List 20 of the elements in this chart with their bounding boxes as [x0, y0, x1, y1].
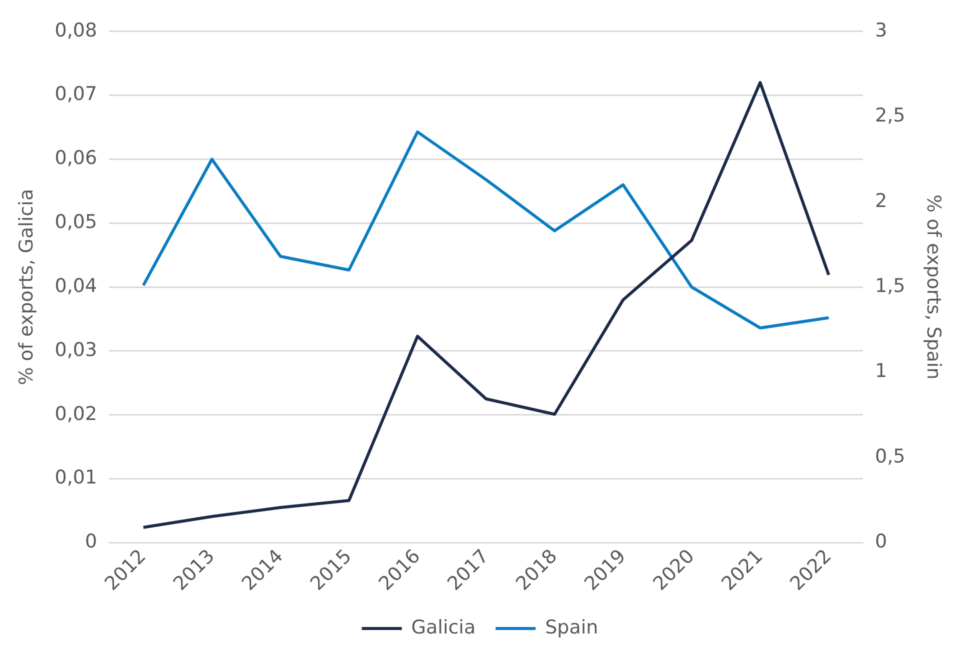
y2-axis-title: % of exports, Spain: [922, 194, 945, 380]
y-tick-label: 0,01: [54, 466, 98, 489]
y-tick-label: 0,05: [54, 211, 98, 234]
y2-tick-label: 0: [874, 530, 888, 553]
legend-label: Spain: [545, 616, 598, 638]
y-axis-title: % of exports, Galicia: [15, 188, 38, 386]
y2-tick-label: 2,5: [874, 104, 906, 127]
y2-tick-label: 2: [874, 190, 888, 212]
y2-tick-label: 1: [874, 360, 888, 382]
y-tick-label: 0,06: [54, 147, 98, 170]
y2-tick-label: 1,5: [874, 274, 906, 297]
y2-tick-label: 3: [874, 19, 888, 42]
y-tick-label: 0,04: [54, 274, 98, 297]
legend-label: Galicia: [411, 616, 476, 638]
y2-tick-label: 0,5: [874, 445, 906, 468]
y-tick-label: 0,03: [54, 338, 98, 361]
y-tick-label: 0,08: [54, 19, 98, 42]
y-tick-label: 0,02: [54, 402, 98, 425]
y-tick-label: 0,07: [54, 83, 98, 106]
y-tick-label: 0: [85, 530, 98, 553]
